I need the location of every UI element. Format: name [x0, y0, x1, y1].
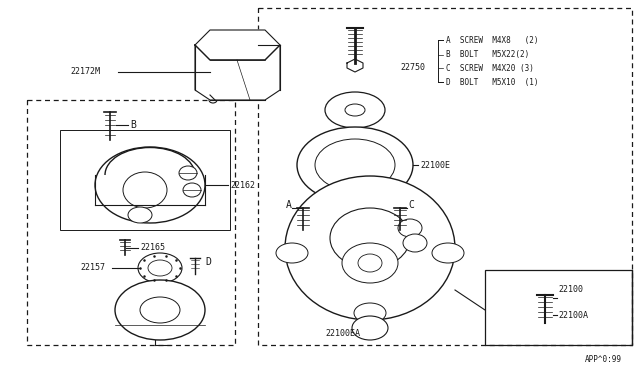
Ellipse shape [403, 234, 427, 252]
Ellipse shape [315, 139, 395, 191]
Ellipse shape [330, 208, 410, 268]
Ellipse shape [352, 316, 388, 340]
Polygon shape [347, 59, 363, 72]
Polygon shape [195, 45, 280, 100]
Ellipse shape [297, 127, 413, 203]
Text: A: A [286, 200, 292, 210]
Bar [60, 130, 230, 230]
Ellipse shape [148, 260, 172, 276]
Text: 22165: 22165 [140, 244, 165, 253]
Text: B  BOLT   M5X22(2): B BOLT M5X22(2) [446, 51, 529, 60]
Ellipse shape [179, 166, 197, 180]
Bar [27, 100, 235, 345]
Ellipse shape [325, 92, 385, 128]
Ellipse shape [128, 207, 152, 223]
Ellipse shape [432, 243, 464, 263]
Bar [258, 8, 632, 345]
Text: 22157: 22157 [80, 263, 105, 273]
Text: 22750: 22750 [400, 64, 425, 73]
Text: C: C [408, 200, 414, 210]
Text: D: D [205, 257, 211, 267]
Text: 22162: 22162 [230, 180, 255, 189]
Ellipse shape [285, 176, 455, 320]
Ellipse shape [354, 303, 386, 323]
Text: C  SCREW  M4X20 (3): C SCREW M4X20 (3) [446, 64, 534, 73]
Ellipse shape [398, 219, 422, 237]
Text: 22100A: 22100A [558, 311, 588, 320]
Ellipse shape [140, 297, 180, 323]
Text: 22100: 22100 [558, 285, 583, 295]
Ellipse shape [209, 97, 217, 103]
Text: B: B [130, 120, 136, 130]
Ellipse shape [345, 104, 365, 116]
Text: APP^0:99: APP^0:99 [585, 356, 622, 365]
Ellipse shape [358, 254, 382, 272]
Bar [485, 270, 632, 345]
Text: D  BOLT   M5X10  (1): D BOLT M5X10 (1) [446, 77, 538, 87]
Ellipse shape [115, 280, 205, 340]
Text: 22100E: 22100E [420, 160, 450, 170]
Ellipse shape [276, 243, 308, 263]
Ellipse shape [95, 147, 205, 223]
Ellipse shape [183, 183, 201, 197]
Text: 22172M: 22172M [70, 67, 100, 77]
Ellipse shape [123, 172, 167, 208]
Ellipse shape [342, 243, 398, 283]
Text: 22100EA: 22100EA [325, 328, 360, 337]
Polygon shape [195, 30, 280, 60]
Text: A  SCREW  M4X8   (2): A SCREW M4X8 (2) [446, 35, 538, 45]
Ellipse shape [138, 253, 182, 283]
